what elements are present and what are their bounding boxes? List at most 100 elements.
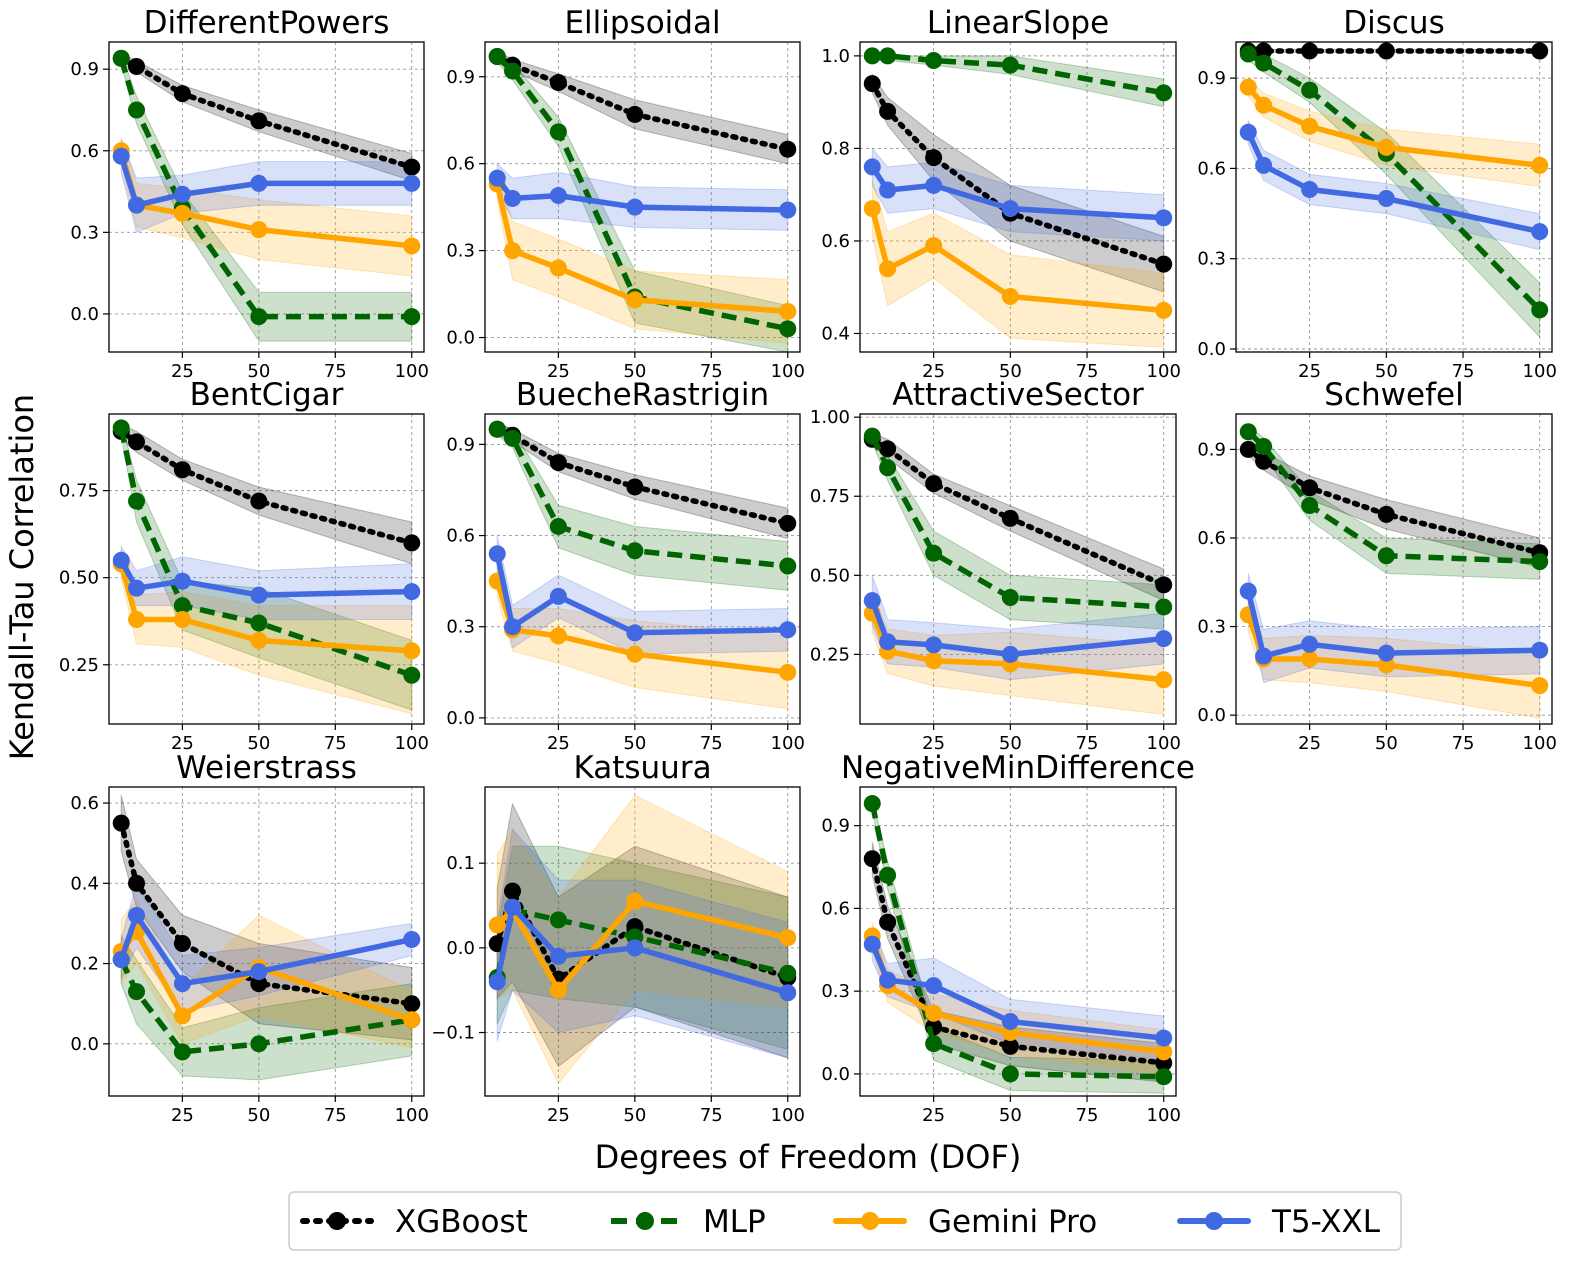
linear-slope-t5-xxl-point-25 (925, 176, 943, 194)
different-powers-xtick-label: 100 (395, 361, 429, 382)
negative-min-difference-t5-xxl-point-100 (1155, 1029, 1173, 1047)
negative-min-difference-xtick-label: 25 (922, 1105, 945, 1126)
negative-min-difference-mlp-point-5 (863, 795, 881, 813)
katsuura-t5-xxl-point-100 (779, 984, 797, 1002)
negative-min-difference-t5-xxl-point-10 (879, 971, 897, 989)
bueche-rastrigin-title: BuecheRastrigin (516, 377, 769, 413)
attractive-sector-xtick-label: 100 (1147, 733, 1181, 754)
ellipsoidal-xgboost-point-25 (549, 74, 567, 92)
bueche-rastrigin-ytick-label: 0.9 (446, 434, 475, 455)
discus-title: Discus (1343, 5, 1444, 41)
katsuura-mlp-point-25 (549, 911, 567, 929)
schwefel-xtick-label: 100 (1523, 733, 1557, 754)
discus-xtick-label: 75 (1452, 361, 1475, 382)
different-powers-t5-xxl-point-10 (128, 196, 146, 214)
weierstrass-ytick-label: 0.4 (70, 873, 99, 894)
katsuura-axes-frame (484, 786, 801, 1097)
attractive-sector-xgboost-point-25 (925, 475, 943, 493)
linear-slope-mlp-point-50 (1001, 56, 1019, 74)
negative-min-difference-ytick-label: 0.3 (821, 981, 850, 1002)
weierstrass-t5-xxl-point-25 (173, 975, 191, 993)
different-powers-ytick-label: 0.3 (70, 222, 99, 243)
linear-slope-xtick-label: 100 (1147, 361, 1181, 382)
katsuura-t5-xxl-point-10 (504, 898, 522, 916)
linear-slope-gemini-pro-point-100 (1155, 301, 1173, 319)
bueche-rastrigin-xtick-label: 50 (623, 733, 646, 754)
weierstrass-mlp-point-10 (128, 983, 146, 1001)
bent-cigar-ytick-label: 0.25 (59, 655, 99, 676)
discus-t5-xxl-point-10 (1255, 156, 1273, 174)
linear-slope-gemini-pro-point-50 (1001, 287, 1019, 305)
linear-slope-ytick-label: 0.8 (821, 138, 850, 159)
ellipsoidal-t5-xxl-point-100 (779, 201, 797, 219)
discus-xgboost-point-25 (1301, 42, 1319, 60)
different-powers-xgboost-point-25 (173, 85, 191, 103)
ellipsoidal-t5-xxl-band (496, 162, 789, 231)
ellipsoidal-plot-area (488, 47, 797, 352)
subplot-katsuura: 25 50 75 100 −0.1 0.0 0.1 Katsuura (431, 750, 805, 1126)
bueche-rastrigin-xgboost-point-50 (626, 478, 644, 496)
weierstrass-t5-xxl-point-100 (403, 930, 421, 948)
negative-min-difference-mlp-point-25 (925, 1035, 943, 1053)
ellipsoidal-title: Ellipsoidal (564, 5, 720, 41)
attractive-sector-mlp-point-5 (863, 427, 881, 445)
linear-slope-gemini-pro-point-10 (879, 260, 897, 278)
bent-cigar-mlp-point-10 (128, 492, 146, 510)
negative-min-difference-ytick-label: 0.6 (821, 898, 850, 919)
subplot-ellipsoidal: 25 50 75 100 0.0 0.3 0.6 0.9 Ellipsoidal (446, 5, 805, 382)
negative-min-difference-xgboost-point-50 (1001, 1037, 1019, 1055)
linear-slope-plot-area (863, 47, 1173, 348)
bent-cigar-t5-xxl-point-10 (128, 579, 146, 597)
schwefel-xtick-label: 25 (1298, 733, 1321, 754)
negative-min-difference-xtick-label: 75 (1076, 1105, 1099, 1126)
schwefel-xtick-label: 75 (1452, 733, 1475, 754)
ellipsoidal-xtick-label: 25 (547, 361, 570, 382)
negative-min-difference-t5-xxl-band (871, 927, 1165, 1061)
discus-gemini-pro-point-50 (1377, 138, 1395, 156)
bent-cigar-axes-frame (108, 413, 425, 725)
different-powers-plot-area (112, 49, 421, 342)
different-powers-t5-xxl-point-50 (250, 174, 268, 192)
weierstrass-ytick-label: 0.2 (70, 954, 99, 975)
bueche-rastrigin-gemini-pro-point-100 (779, 663, 797, 681)
linear-slope-t5-xxl-point-50 (1001, 200, 1019, 218)
weierstrass-xtick-label: 100 (395, 1105, 429, 1126)
bent-cigar-xgboost-point-50 (250, 492, 268, 510)
subplot-different-powers: 25 50 75 100 0.0 0.3 0.6 0.9 DifferentPowers (70, 5, 429, 382)
attractive-sector-title: AttractiveSector (892, 377, 1144, 413)
schwefel-plot-area (1239, 423, 1549, 719)
linear-slope-gemini-pro-point-25 (925, 237, 943, 255)
ellipsoidal-axes-frame (484, 41, 801, 353)
weierstrass-xgboost-point-50 (250, 975, 268, 993)
ellipsoidal-t5-xxl-point-50 (626, 198, 644, 216)
katsuura-xtick-label: 75 (700, 1105, 723, 1126)
attractive-sector-t5-xxl-point-50 (1001, 645, 1019, 663)
schwefel-ytick-label: 0.6 (1197, 528, 1226, 549)
ellipsoidal-gemini-pro-point-100 (779, 302, 797, 320)
katsuura-xgboost-point-10 (504, 882, 522, 900)
attractive-sector-t5-xxl-point-25 (925, 636, 943, 654)
different-powers-ytick-label: 0.0 (70, 304, 99, 325)
katsuura-gemini-pro-point-100 (779, 929, 797, 947)
negative-min-difference-xtick-label: 100 (1147, 1105, 1181, 1126)
negative-min-difference-ytick-label: 0.9 (821, 816, 850, 837)
discus-xgboost-point-100 (1531, 42, 1549, 60)
legend-mlp-marker (636, 1212, 654, 1230)
bent-cigar-t5-xxl-point-50 (250, 586, 268, 604)
katsuura-t5-xxl-point-50 (626, 939, 644, 957)
bueche-rastrigin-mlp-point-50 (626, 542, 644, 560)
schwefel-xtick-label: 50 (1375, 733, 1398, 754)
bueche-rastrigin-xtick-label: 100 (771, 733, 805, 754)
negative-min-difference-gemini-pro-point-100 (1155, 1043, 1173, 1061)
discus-xtick-label: 25 (1298, 361, 1321, 382)
negative-min-difference-mlp-line (869, 803, 1164, 1080)
different-powers-mlp-point-10 (128, 101, 146, 119)
discus-mlp-point-25 (1301, 81, 1319, 99)
bueche-rastrigin-mlp-point-100 (779, 557, 797, 575)
attractive-sector-mlp-line (869, 434, 1164, 610)
different-powers-gemini-pro-point-100 (403, 237, 421, 255)
bueche-rastrigin-mlp-point-5 (488, 420, 506, 438)
linear-slope-xtick-label: 75 (1076, 361, 1099, 382)
negative-min-difference-mlp-point-100 (1155, 1068, 1173, 1086)
bueche-rastrigin-t5-xxl-point-5 (488, 545, 506, 563)
